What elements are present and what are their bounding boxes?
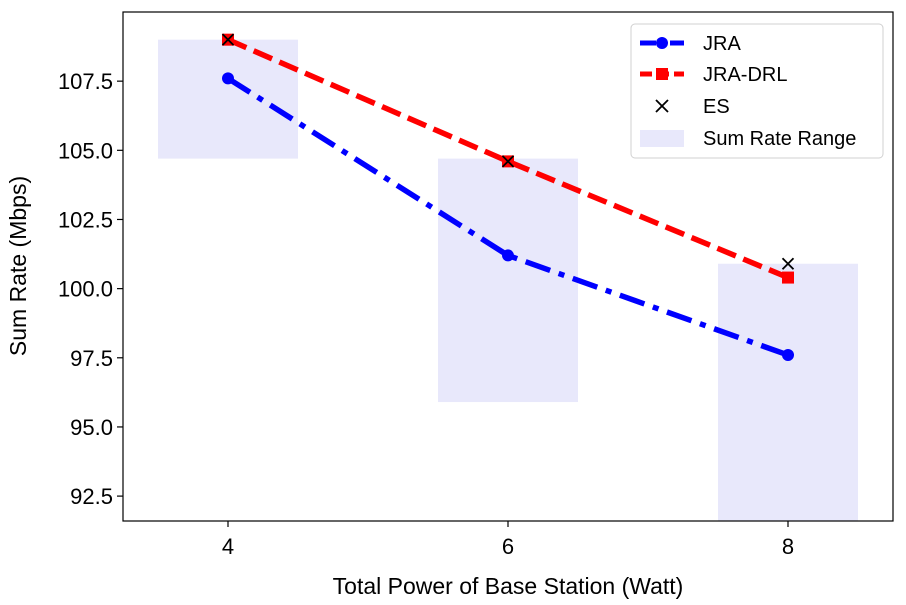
series-line-jra: [226, 76, 789, 358]
range-bar-8: [718, 263, 858, 521]
x-tick-label-4: 4: [222, 534, 234, 559]
y-axis-ticks: 92.5 95.0 97.5 100.0 102.5 105.0 107.5: [58, 69, 123, 509]
point-jra-drl-8: [782, 271, 794, 284]
legend-item-es: ES: [655, 96, 730, 118]
legend-jra-drl-marker-icon: [656, 68, 668, 80]
point-jra-6: [502, 249, 514, 262]
legend-es-label: ES: [703, 96, 730, 118]
point-es-4: [221, 33, 235, 46]
point-jra-4: [222, 72, 234, 85]
y-axis-label: Sum Rate (Mbps): [5, 176, 31, 356]
y-tick-label-97.5: 97.5: [70, 346, 113, 371]
legend: JRA JRA-DRL ES Sum Rate Range: [630, 23, 884, 159]
legend-es-marker-icon: [655, 99, 669, 113]
y-tick-label-95.0: 95.0: [70, 415, 113, 440]
x-tick-label-8: 8: [782, 534, 794, 559]
legend-item-sum-rate-range: Sum Rate Range: [640, 128, 856, 150]
legend-box: [630, 23, 884, 159]
legend-range-label: Sum Rate Range: [703, 128, 856, 150]
legend-item-jra-drl: JRA-DRL: [640, 64, 787, 86]
y-tick-label-102.5: 102.5: [58, 207, 113, 232]
legend-jra-marker-icon: [656, 37, 668, 49]
legend-jra-label: JRA: [703, 33, 741, 55]
legend-jra-drl-label: JRA-DRL: [703, 64, 787, 86]
legend-range-swatch-icon: [640, 130, 684, 147]
point-es-8: [781, 257, 795, 270]
series-line-jra-drl: [226, 37, 790, 281]
series-lines: [226, 37, 790, 358]
y-tick-label-105.0: 105.0: [58, 138, 113, 163]
y-tick-label-107.5: 107.5: [58, 69, 113, 94]
x-axis-ticks: 4 6 8: [222, 521, 794, 559]
range-bar-6: [438, 158, 578, 403]
legend-item-jra: JRA: [640, 33, 741, 55]
y-tick-label-92.5: 92.5: [70, 484, 113, 509]
x-axis-label: Total Power of Base Station (Watt): [333, 573, 684, 599]
series-markers: [221, 33, 795, 362]
point-es-6: [501, 155, 515, 168]
y-tick-label-100.0: 100.0: [58, 277, 113, 302]
range-bars: [158, 39, 858, 521]
x-tick-label-6: 6: [502, 534, 514, 559]
range-bar-4: [158, 39, 298, 159]
point-jra-8: [782, 349, 794, 362]
